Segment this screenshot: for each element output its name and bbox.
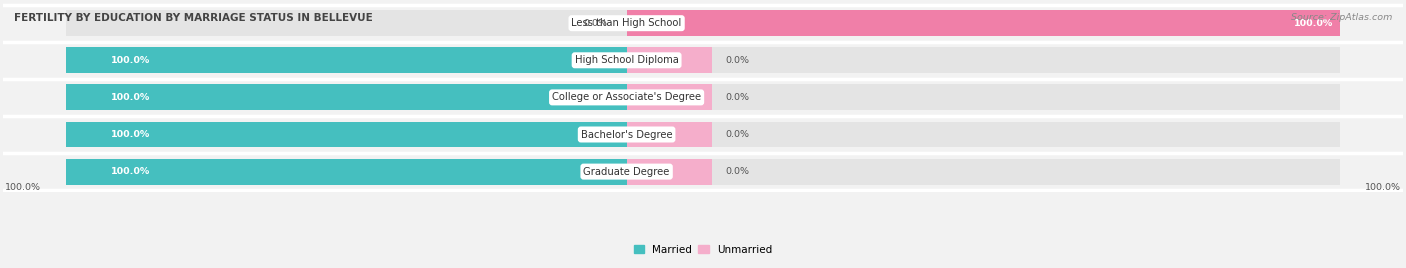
Text: High School Diploma: High School Diploma: [575, 55, 679, 65]
Text: 100.0%: 100.0%: [111, 130, 150, 139]
Bar: [66, 159, 627, 185]
Text: Source: ZipAtlas.com: Source: ZipAtlas.com: [1291, 13, 1392, 23]
Bar: [627, 10, 1340, 36]
Bar: [66, 159, 1340, 185]
Text: 100.0%: 100.0%: [111, 167, 150, 176]
Text: Less than High School: Less than High School: [571, 18, 682, 28]
Bar: [627, 47, 713, 73]
Text: 0.0%: 0.0%: [725, 167, 749, 176]
Bar: [66, 47, 1340, 73]
Text: Bachelor's Degree: Bachelor's Degree: [581, 129, 672, 140]
Legend: Married, Unmarried: Married, Unmarried: [630, 240, 776, 259]
Text: 100.0%: 100.0%: [111, 93, 150, 102]
Bar: [627, 159, 713, 185]
Text: 100.0%: 100.0%: [1365, 183, 1400, 192]
Bar: [66, 84, 627, 110]
Bar: [66, 121, 1340, 147]
Bar: [66, 121, 627, 147]
Bar: [627, 84, 713, 110]
Text: 100.0%: 100.0%: [6, 183, 41, 192]
Bar: [627, 121, 713, 147]
Text: Graduate Degree: Graduate Degree: [583, 167, 669, 177]
Bar: [66, 84, 1340, 110]
Bar: [66, 10, 1340, 36]
Text: College or Associate's Degree: College or Associate's Degree: [553, 92, 702, 102]
Text: 0.0%: 0.0%: [583, 19, 607, 28]
Text: 0.0%: 0.0%: [725, 56, 749, 65]
Text: 100.0%: 100.0%: [111, 56, 150, 65]
Text: 0.0%: 0.0%: [725, 93, 749, 102]
Text: FERTILITY BY EDUCATION BY MARRIAGE STATUS IN BELLEVUE: FERTILITY BY EDUCATION BY MARRIAGE STATU…: [14, 13, 373, 23]
Bar: [66, 47, 627, 73]
Text: 100.0%: 100.0%: [1294, 19, 1333, 28]
Text: 0.0%: 0.0%: [725, 130, 749, 139]
